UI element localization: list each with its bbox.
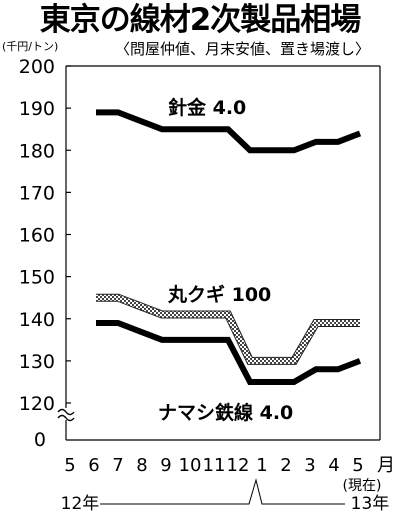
x-tick-label-10: 3: [304, 455, 315, 476]
series-label-0: 針金 4.0: [168, 96, 246, 119]
series-label-2: ナマシ鉄線 4.0: [158, 401, 293, 424]
year-divider-line: [100, 478, 345, 505]
series-label-1: 丸クギ 100: [167, 284, 271, 306]
x-tick-label-2: 7: [112, 455, 123, 476]
chart-title: 東京の線材2次製品相場: [39, 2, 362, 38]
year-label-0: 12年: [61, 494, 100, 514]
y-tick-label-130: 130: [19, 351, 55, 373]
x-tick-label-1: 6: [88, 455, 99, 476]
series-line-0: [96, 109, 362, 154]
y-tick-label-170: 170: [19, 182, 55, 204]
x-tick-label-7: 12: [227, 455, 250, 476]
series-line-1: [96, 294, 360, 364]
y-axis-unit: (千円/トン): [2, 40, 59, 53]
x-tick-label-3: 8: [136, 455, 147, 476]
x-tick-label-11: 4: [328, 455, 339, 476]
x-tick-label-6: 11: [203, 455, 226, 476]
x-tick-label-8: 1: [256, 455, 267, 476]
y-zero-label: 0: [34, 429, 46, 451]
chart-subtitle: 〈問屋仲値、月末安値、置き場渡し〉: [114, 40, 370, 58]
y-tick-label-180: 180: [19, 140, 55, 162]
x-tick-label-4: 9: [160, 455, 171, 476]
y-tick-label-140: 140: [19, 309, 55, 331]
y-tick-label-200: 200: [19, 56, 55, 78]
x-tick-label-0: 5: [64, 455, 75, 476]
x-current-label: (現在): [343, 478, 382, 494]
series-line-2: [96, 319, 362, 385]
y-tick-label-160: 160: [19, 225, 55, 247]
y-tick-label-120: 120: [19, 393, 55, 415]
x-axis-unit: 月: [377, 455, 395, 476]
y-axis-break-mark-2: [57, 414, 75, 422]
y-tick-label-190: 190: [19, 98, 55, 120]
x-tick-label-12: 5: [352, 455, 363, 476]
y-tick-label-150: 150: [19, 267, 55, 289]
year-label-1: 13年: [351, 494, 390, 514]
x-tick-label-9: 2: [280, 455, 291, 476]
y-axis-break-mark-1: [57, 408, 75, 416]
x-tick-label-5: 10: [179, 455, 202, 476]
